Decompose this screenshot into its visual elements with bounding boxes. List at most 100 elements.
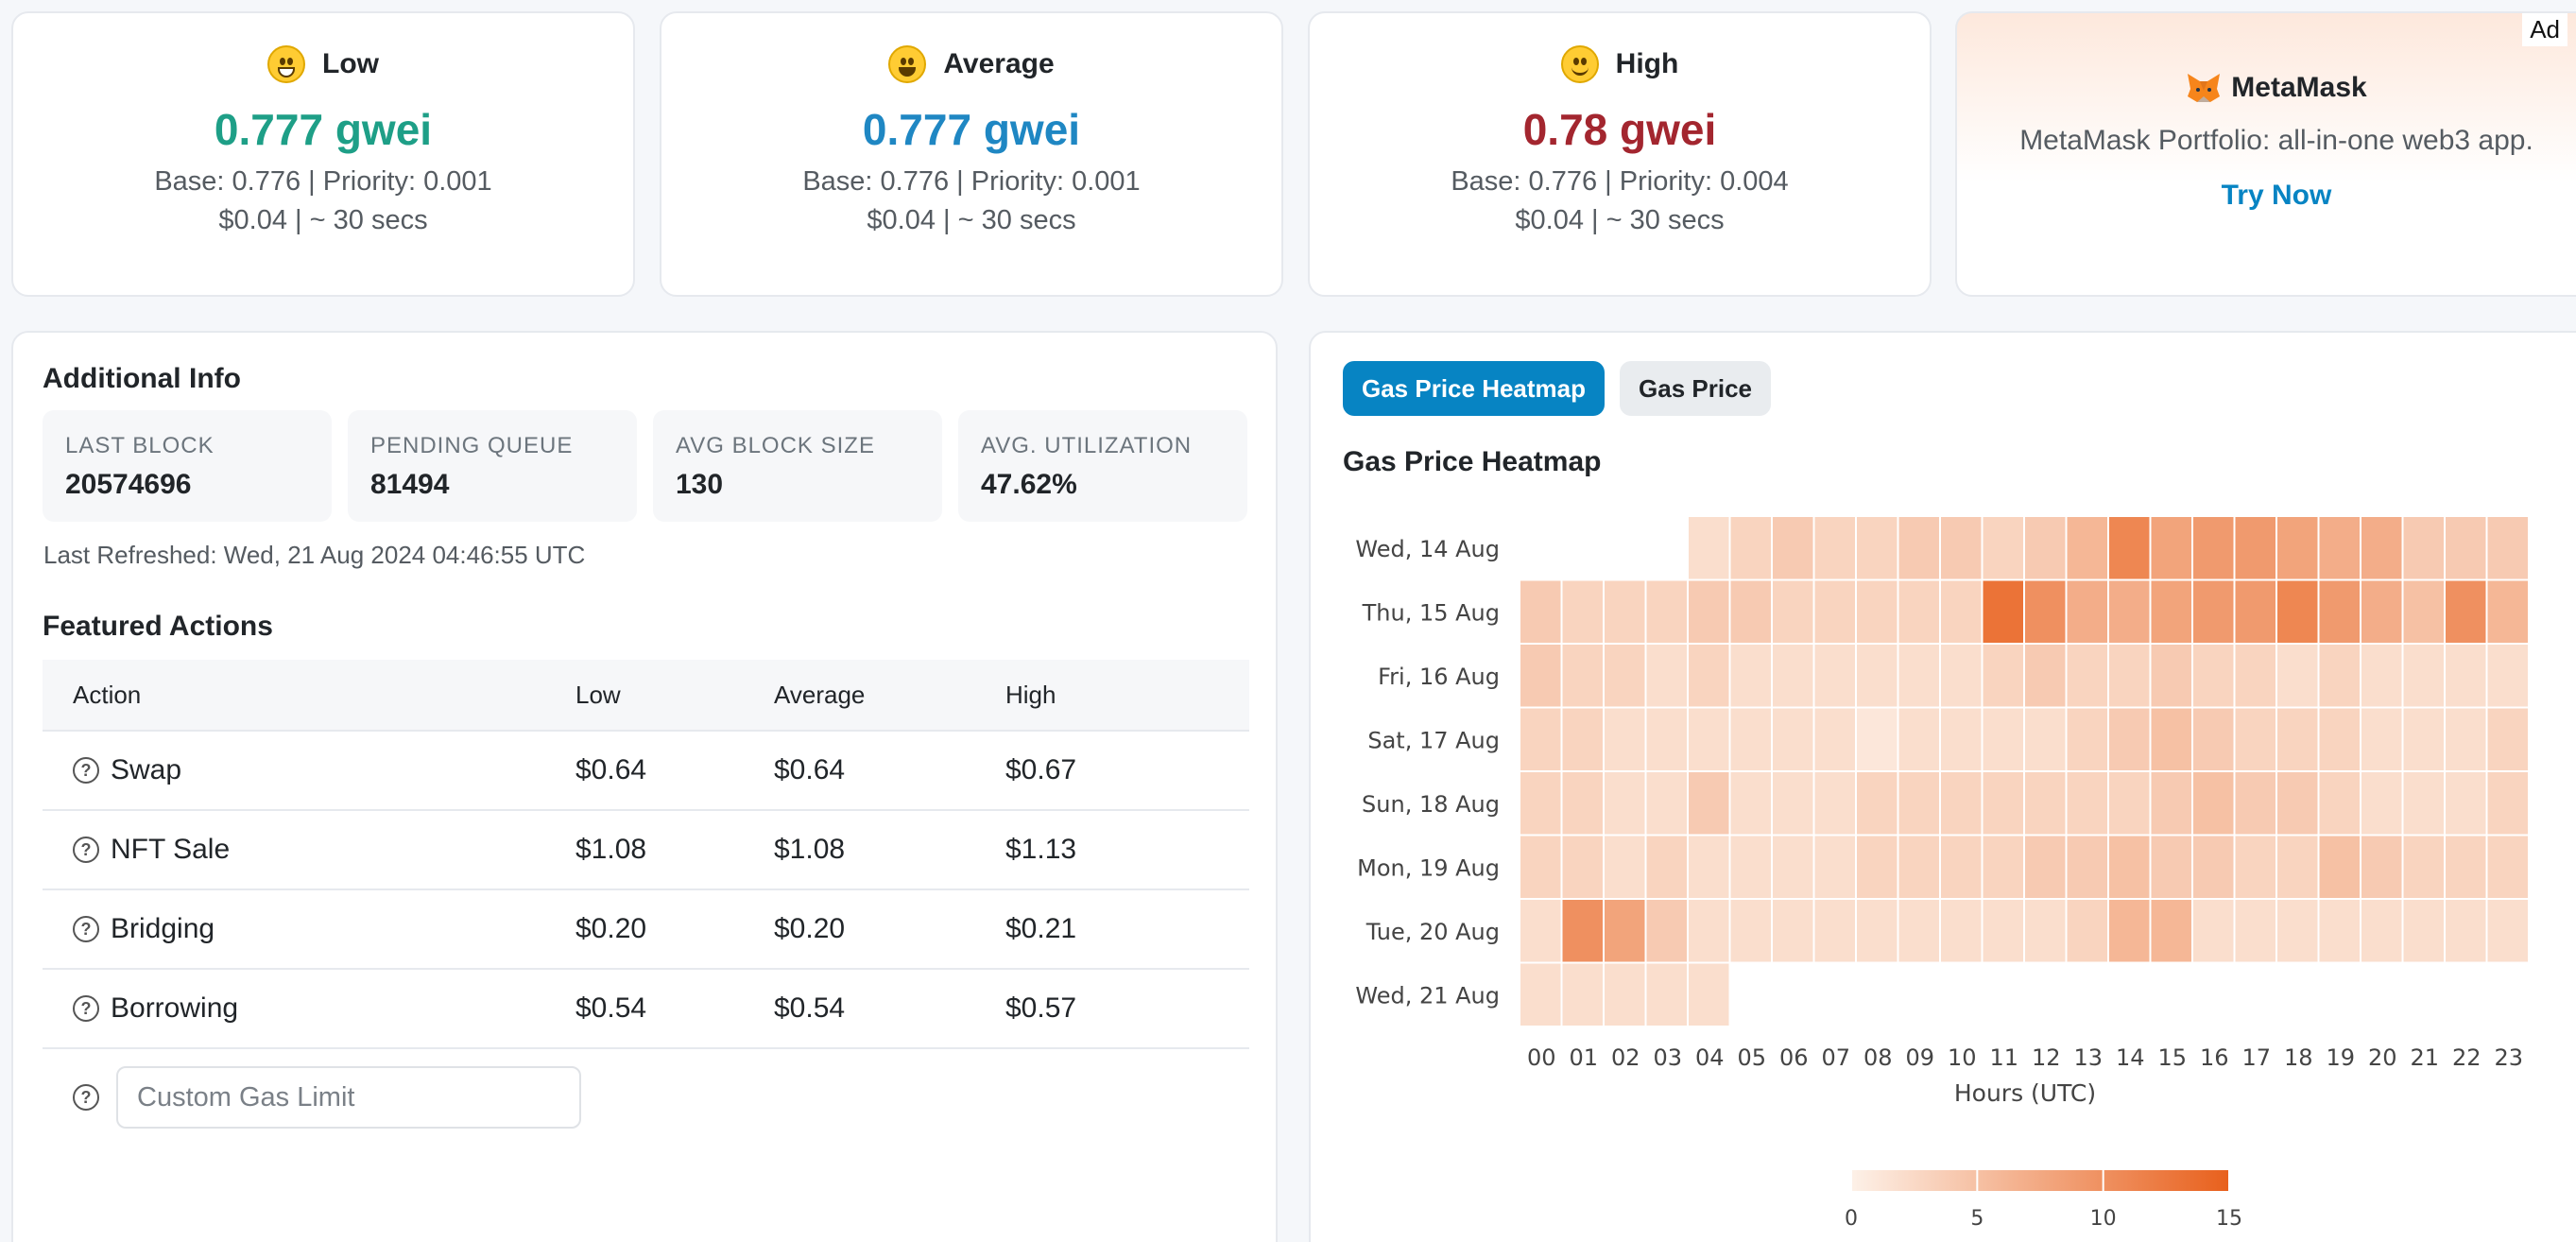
heatmap-cell xyxy=(1941,708,1982,770)
heatmap-cell xyxy=(2277,580,2318,643)
heatmap-cell xyxy=(1941,836,1982,898)
heatmap-cell xyxy=(1562,963,1603,1026)
custom-gas-limit-input[interactable] xyxy=(116,1066,581,1129)
heatmap-cell xyxy=(2151,645,2191,707)
x-tick-label: 02 xyxy=(1611,1044,1640,1071)
heatmap-cell xyxy=(1646,963,1687,1026)
heatmap-cell xyxy=(1857,708,1898,770)
metamask-ad-card[interactable]: Ad MetaMask MetaMask Portfolio: all-in-o… xyxy=(1955,11,2576,297)
x-tick-label: 16 xyxy=(2200,1044,2229,1071)
heatmap-cell xyxy=(2446,900,2486,962)
heatmap-cell xyxy=(2361,772,2402,835)
heatmap-cell xyxy=(1814,836,1855,898)
x-tick-label: 06 xyxy=(1779,1044,1809,1071)
cell-average: $0.64 xyxy=(774,754,846,785)
heatmap-cell xyxy=(2109,580,2150,643)
cell-high: $0.67 xyxy=(1005,754,1077,785)
heatmap-cell xyxy=(2151,772,2191,835)
heatmap-cell xyxy=(1562,772,1603,835)
help-icon[interactable]: ? xyxy=(73,757,99,784)
heatmap-cell xyxy=(2403,517,2444,579)
heatmap-cell xyxy=(1941,900,1982,962)
heatmap-cell xyxy=(1857,900,1898,962)
heatmap-cell xyxy=(1562,900,1603,962)
heatmap-cell xyxy=(2487,645,2528,707)
metamask-fox-icon xyxy=(2186,72,2222,104)
heatmap-cell xyxy=(2487,772,2528,835)
heatmap-cell xyxy=(2361,836,2402,898)
heatmap-cell xyxy=(2025,836,2066,898)
tier-cost-time: $0.04 | ~ 30 secs xyxy=(1515,205,1725,235)
heatmap-cell xyxy=(2277,708,2318,770)
cell-low: $1.08 xyxy=(575,834,647,865)
heatmap-cell xyxy=(1520,580,1561,643)
help-icon[interactable]: ? xyxy=(73,837,99,863)
stat-last-block: LAST BLOCK 20574696 xyxy=(43,410,332,522)
heatmap-cell xyxy=(2067,900,2107,962)
heatmap-cell xyxy=(2109,517,2150,579)
heatmap-cell xyxy=(2403,645,2444,707)
stat-value[interactable]: 20574696 xyxy=(65,469,192,500)
stat-pending-queue: PENDING QUEUE 81494 xyxy=(348,410,637,522)
heatmap-cell xyxy=(2025,517,2066,579)
heatmap-cell xyxy=(1730,580,1771,643)
heatmap-cell xyxy=(1898,517,1939,579)
stat-label: LAST BLOCK xyxy=(65,433,215,458)
help-icon[interactable]: ? xyxy=(73,1084,99,1111)
heatmap-cell xyxy=(1898,772,1939,835)
heatmap-cell xyxy=(2193,517,2234,579)
heatmap-cell xyxy=(1857,580,1898,643)
heatmap-cell xyxy=(1773,580,1813,643)
header-average: Average xyxy=(774,680,866,709)
heatmap-cell xyxy=(2361,580,2402,643)
heatmap-cell xyxy=(2235,772,2275,835)
custom-gas-row: ? xyxy=(43,1066,1249,1129)
colorbar-tick-label: 0 xyxy=(1845,1207,1858,1231)
heatmap-cell xyxy=(1898,836,1939,898)
x-tick-label: 18 xyxy=(2284,1044,2313,1071)
heatmap-cell xyxy=(1689,900,1729,962)
heatmap-cell xyxy=(1814,645,1855,707)
heatmap-cell xyxy=(2109,645,2150,707)
heatmap-cell xyxy=(2446,708,2486,770)
heatmap-cell xyxy=(1562,580,1603,643)
colorbar-tick-label: 10 xyxy=(2090,1207,2117,1231)
x-tick-label: 22 xyxy=(2452,1044,2482,1071)
help-icon[interactable]: ? xyxy=(73,916,99,942)
tier-gwei: 0.777 gwei xyxy=(862,105,1081,154)
cell-high: $1.13 xyxy=(1005,834,1077,865)
heatmap-cell xyxy=(2235,708,2275,770)
additional-info-panel: Additional Info LAST BLOCK 20574696 PEND… xyxy=(11,331,1278,1242)
tier-base-priority: Base: 0.776 | Priority: 0.004 xyxy=(1451,166,1789,197)
heatmap-cell xyxy=(2151,836,2191,898)
header-low: Low xyxy=(575,680,621,709)
heatmap-cell xyxy=(1520,645,1561,707)
tab-gas-price-heatmap[interactable]: Gas Price Heatmap xyxy=(1343,361,1606,416)
heatmap-cell xyxy=(1941,645,1982,707)
colorbar-tick-label: 5 xyxy=(1970,1207,1984,1231)
heatmap-cell xyxy=(2277,900,2318,962)
stat-value: 81494 xyxy=(370,469,450,500)
header-action: Action xyxy=(73,680,142,709)
heatmap-cell xyxy=(1562,836,1603,898)
help-icon[interactable]: ? xyxy=(73,995,99,1022)
heatmap-cell xyxy=(2487,900,2528,962)
tier-base-priority: Base: 0.776 | Priority: 0.001 xyxy=(802,166,1141,197)
heatmap-cell xyxy=(1689,708,1729,770)
x-tick-label: 07 xyxy=(1821,1044,1850,1071)
tier-gwei: 0.777 gwei xyxy=(214,105,433,154)
tier-base-priority: Base: 0.776 | Priority: 0.001 xyxy=(154,166,492,197)
heatmap-cell xyxy=(2067,645,2107,707)
tab-gas-price[interactable]: Gas Price xyxy=(1620,361,1771,416)
heatmap-cell xyxy=(1983,836,2023,898)
heatmap-cell xyxy=(1773,708,1813,770)
try-now-link[interactable]: Try Now xyxy=(2221,180,2332,211)
heatmap-cell xyxy=(2361,645,2402,707)
table-row: ? Bridging $0.20 $0.20 $0.21 xyxy=(43,890,1249,970)
cell-average: $1.08 xyxy=(774,834,846,865)
heatmap-cell xyxy=(1646,900,1687,962)
heatmap-cell xyxy=(1730,772,1771,835)
heatmap-cell xyxy=(2151,900,2191,962)
heatmap-cell xyxy=(1646,580,1687,643)
tier-name: Low xyxy=(322,48,379,79)
